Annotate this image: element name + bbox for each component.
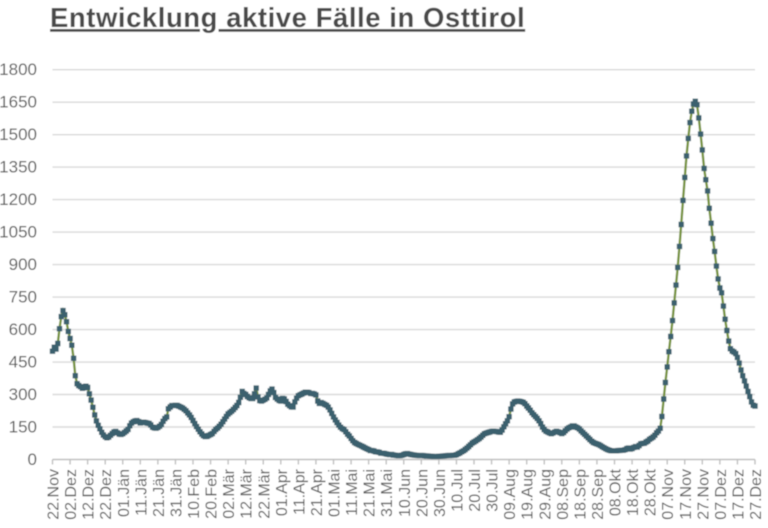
svg-text:1650: 1650 bbox=[0, 93, 37, 112]
svg-text:31.Mai: 31.Mai bbox=[379, 469, 396, 517]
svg-text:450: 450 bbox=[9, 353, 37, 372]
svg-text:20.Jun: 20.Jun bbox=[414, 469, 431, 517]
svg-text:28.Okt: 28.Okt bbox=[643, 468, 660, 516]
svg-text:01.Mai: 01.Mai bbox=[327, 469, 344, 517]
svg-text:17.Dez: 17.Dez bbox=[730, 469, 747, 520]
svg-text:21.Apr: 21.Apr bbox=[309, 468, 326, 516]
svg-text:30.Jul: 30.Jul bbox=[485, 469, 502, 512]
svg-text:01.Apr: 01.Apr bbox=[274, 468, 291, 516]
svg-text:22.Mär: 22.Mär bbox=[256, 468, 273, 518]
svg-text:27.Dez: 27.Dez bbox=[748, 469, 765, 520]
svg-text:12.Dez: 12.Dez bbox=[81, 469, 98, 520]
svg-text:01.Jän: 01.Jän bbox=[116, 469, 133, 517]
svg-text:10.Jun: 10.Jun bbox=[397, 469, 414, 517]
svg-text:09.Aug: 09.Aug bbox=[502, 469, 519, 520]
svg-text:22.Nov: 22.Nov bbox=[46, 469, 63, 520]
svg-text:18.Sep: 18.Sep bbox=[572, 469, 589, 520]
svg-text:02.Mär: 02.Mär bbox=[221, 468, 238, 518]
svg-text:1500: 1500 bbox=[0, 125, 37, 144]
svg-text:27.Nov: 27.Nov bbox=[695, 469, 712, 520]
svg-text:900: 900 bbox=[9, 255, 37, 274]
svg-text:28.Sep: 28.Sep bbox=[590, 469, 607, 520]
svg-text:600: 600 bbox=[9, 320, 37, 339]
svg-text:1800: 1800 bbox=[0, 60, 37, 79]
svg-text:17.Nov: 17.Nov bbox=[678, 469, 695, 520]
svg-text:11.Apr: 11.Apr bbox=[291, 468, 308, 515]
svg-text:22.Dez: 22.Dez bbox=[98, 469, 115, 520]
svg-text:08.Sep: 08.Sep bbox=[555, 469, 572, 520]
svg-text:07.Nov: 07.Nov bbox=[660, 469, 677, 520]
svg-text:Entwicklung aktive Fälle in Os: Entwicklung aktive Fälle in Osttirol bbox=[50, 2, 525, 33]
svg-text:29.Aug: 29.Aug bbox=[537, 469, 554, 520]
svg-text:0: 0 bbox=[28, 450, 37, 469]
svg-text:300: 300 bbox=[9, 385, 37, 404]
svg-text:12.Mär: 12.Mär bbox=[239, 468, 256, 518]
svg-text:10.Feb: 10.Feb bbox=[186, 469, 203, 519]
svg-text:07.Dez: 07.Dez bbox=[713, 469, 730, 520]
svg-text:150: 150 bbox=[9, 418, 37, 437]
svg-text:10.Jul: 10.Jul bbox=[449, 469, 466, 512]
svg-text:21.Jän: 21.Jän bbox=[151, 469, 168, 517]
svg-text:18.Okt: 18.Okt bbox=[625, 468, 642, 516]
svg-text:08.Okt: 08.Okt bbox=[608, 468, 625, 516]
svg-text:11.Jän: 11.Jän bbox=[133, 469, 150, 516]
svg-text:02.Dez: 02.Dez bbox=[63, 469, 80, 520]
svg-text:21.Mai: 21.Mai bbox=[362, 469, 379, 517]
svg-text:1350: 1350 bbox=[0, 158, 37, 177]
svg-text:11.Mai: 11.Mai bbox=[344, 469, 361, 516]
svg-text:750: 750 bbox=[9, 288, 37, 307]
svg-text:1050: 1050 bbox=[0, 223, 37, 242]
svg-text:20.Feb: 20.Feb bbox=[204, 469, 221, 519]
svg-text:30.Jun: 30.Jun bbox=[432, 469, 449, 517]
svg-text:19.Aug: 19.Aug bbox=[520, 469, 537, 520]
svg-text:1200: 1200 bbox=[0, 190, 37, 209]
svg-text:31.Jän: 31.Jän bbox=[168, 469, 185, 517]
svg-text:20.Jul: 20.Jul bbox=[467, 469, 484, 512]
